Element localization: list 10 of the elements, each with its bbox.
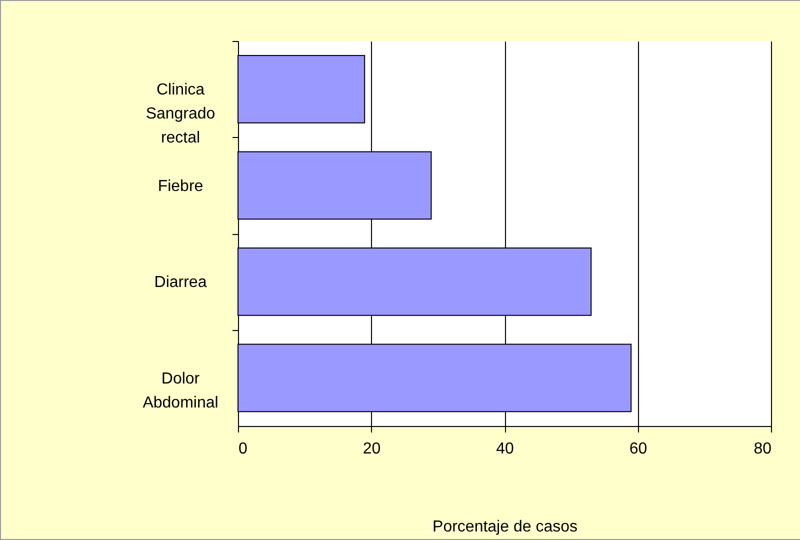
y-tick-label: Clinica Sangrado rectal (146, 82, 216, 147)
x-tick-label: 20 (362, 440, 381, 458)
x-axis-title: Porcentaje de casos (432, 518, 578, 536)
y-tick-label: Diarrea (154, 274, 207, 292)
x-tick-label: 40 (496, 440, 514, 458)
y-tick-label: Dolor Abdominal (142, 370, 218, 412)
x-tick-label: 0 (238, 440, 248, 458)
x-tick-label: 60 (629, 440, 648, 458)
x-tick-label: 80 (754, 440, 772, 458)
y-tick-label: Fiebre (158, 178, 204, 195)
